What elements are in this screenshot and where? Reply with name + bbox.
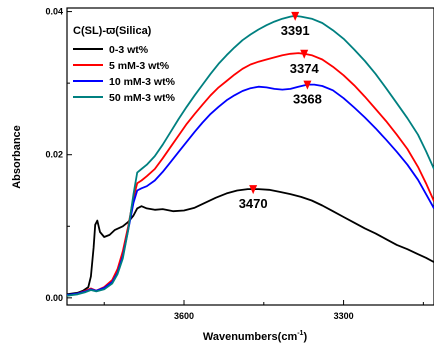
legend-label-0: 0-3 wt% — [109, 44, 149, 56]
x-tick-label-0: 3600 — [174, 311, 194, 321]
plot-area-group — [66, 7, 434, 306]
peak-label-2: 3368 — [293, 92, 322, 107]
peak-label-3: 3470 — [239, 196, 268, 211]
peak-marker-1 — [300, 49, 309, 59]
peak-label-0: 3391 — [281, 23, 310, 38]
peak-marker-3 — [249, 185, 258, 195]
series-line-3 — [66, 15, 434, 297]
y-tick-label-0: 0.00 — [45, 293, 63, 303]
y-tick-label-2: 0.04 — [45, 7, 63, 17]
x-axis-title-main: Wavenumbers(cm — [203, 331, 298, 343]
y-axis-title: Absorbance — [11, 125, 23, 189]
plot-frame — [66, 7, 434, 306]
ticks-layer: 3600 3300 0.00 0.02 0.04 — [45, 7, 424, 321]
legend-label-2: 10 mM-3 wt% — [109, 76, 176, 88]
peak-marker-0 — [291, 11, 300, 21]
x-axis-title: Wavenumbers(cm-1) — [203, 330, 308, 343]
x-axis-title-sup: -1 — [297, 330, 303, 337]
legend-title: C(SL)-ϖ(Silica) — [73, 25, 152, 37]
series-line-1 — [66, 52, 434, 297]
y-tick-label-1: 0.02 — [45, 150, 63, 160]
x-axis-title-close: ) — [303, 331, 307, 343]
series-line-0 — [66, 188, 434, 296]
legend-items: 0-3 wt% 5 mM-3 wt% 10 mM-3 wt% 50 mM-3 wt% — [73, 44, 176, 104]
legend: C(SL)-ϖ(Silica) 0-3 wt% 5 mM-3 wt% 10 mM-3… — [73, 25, 176, 104]
legend-label-1: 5 mM-3 wt% — [109, 60, 170, 72]
peak-marker-2 — [303, 80, 312, 90]
x-tick-label-1: 3300 — [334, 311, 354, 321]
peak-label-1: 3374 — [290, 61, 320, 76]
annotation-layer: 3391 3374 3368 3470 — [239, 11, 322, 211]
legend-label-3: 50 mM-3 wt% — [109, 92, 176, 104]
series-layer — [66, 15, 434, 297]
